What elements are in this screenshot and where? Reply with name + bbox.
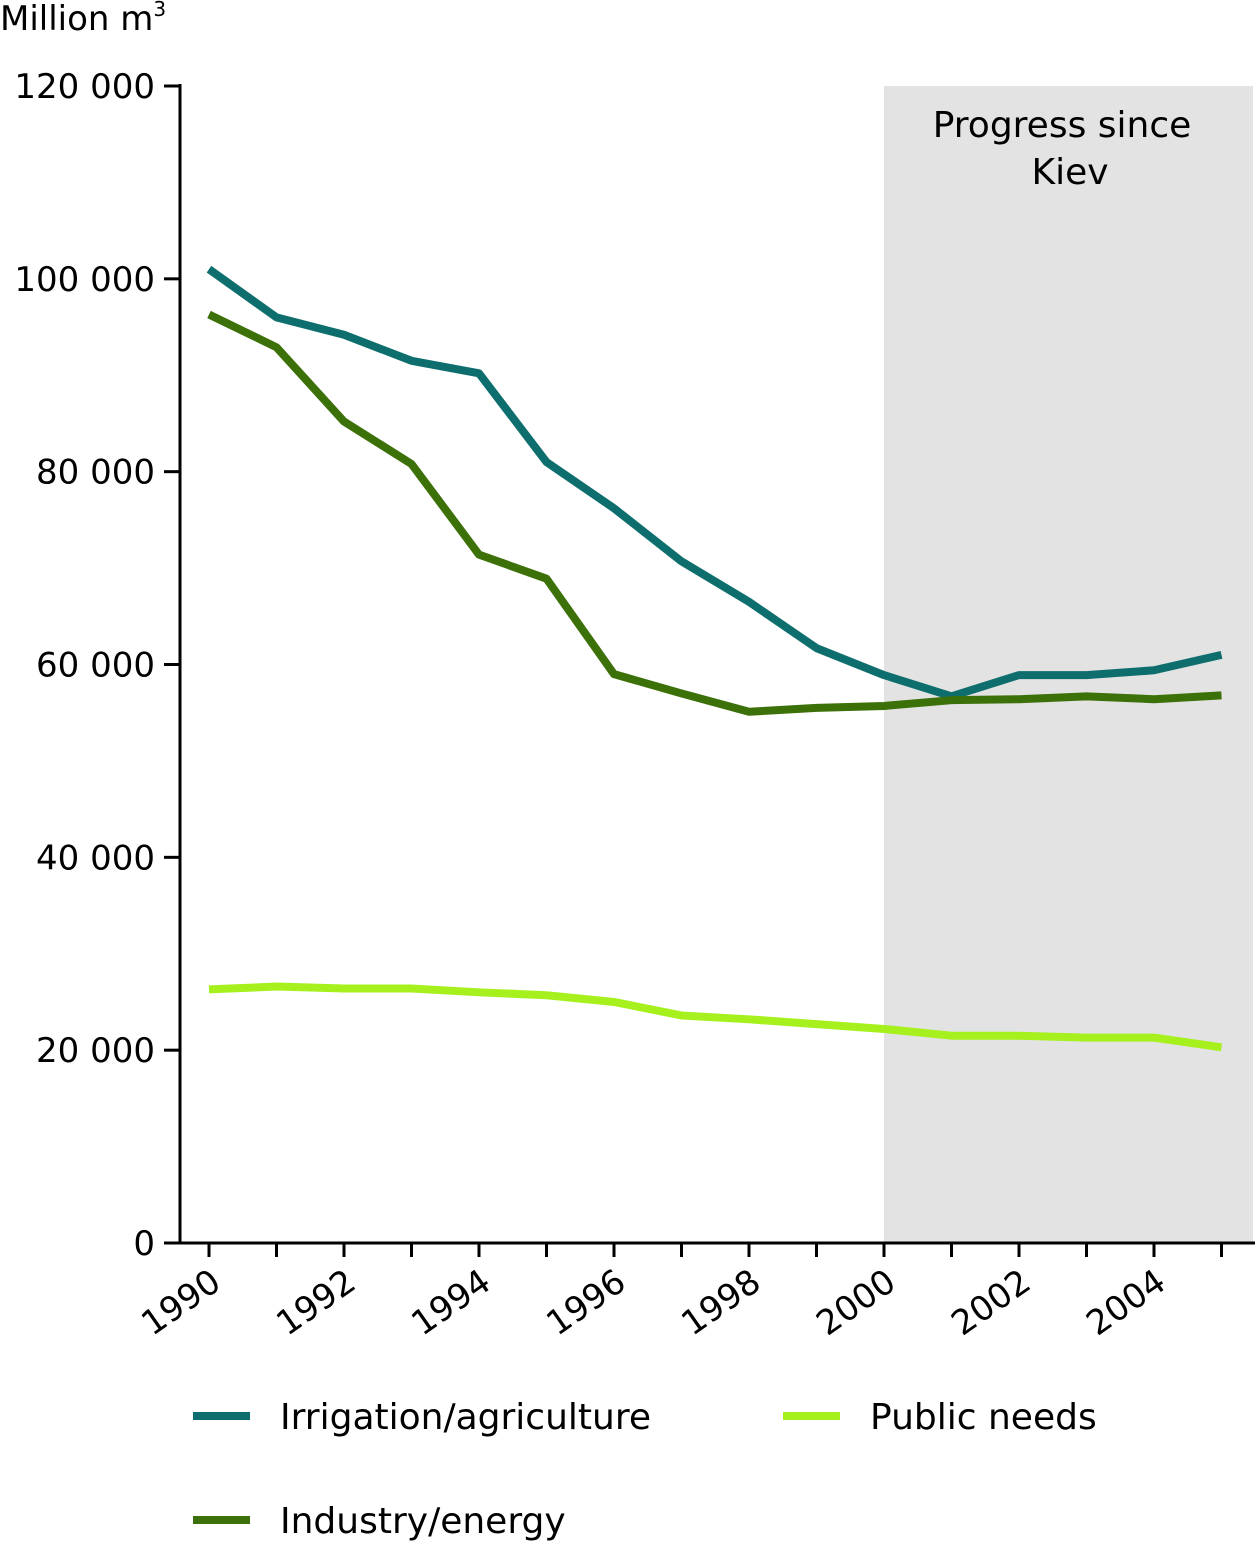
x-tick-label: 1992 (269, 1262, 363, 1344)
y-tick-label: 20 000 (36, 1031, 155, 1071)
x-tick-label: 2004 (1079, 1262, 1173, 1344)
highlight-label-line-1: Progress since (933, 105, 1192, 146)
legend-label: Irrigation/agriculture (280, 1397, 651, 1438)
x-tick-label: 2000 (809, 1262, 903, 1344)
x-tick-label: 1994 (404, 1262, 498, 1344)
legend: Irrigation/agriculture Public needs Indust… (193, 1397, 1097, 1541)
x-tick-label: 1998 (674, 1262, 768, 1344)
y-tick-label: 80 000 (36, 453, 155, 493)
y-axis-unit-label: Million m3 (0, 0, 166, 39)
series-line (207, 310, 1222, 716)
legend-label: Public needs (870, 1397, 1097, 1438)
y-tick-label: 100 000 (14, 260, 155, 300)
series-lines (206, 265, 1223, 1052)
highlight-label-line-2: Kiev (1031, 152, 1108, 193)
series-line (206, 265, 1223, 701)
progress-since-kiev-region (884, 86, 1253, 1243)
y-tick-label: 120 000 (14, 67, 155, 107)
y-tick-label: 40 000 (36, 838, 155, 878)
y-tick-label: 60 000 (36, 646, 155, 686)
y-axis-unit-superscript: 3 (153, 0, 166, 21)
y-tick-label: 0 (133, 1224, 155, 1264)
y-axis-unit-text: Million m (0, 0, 153, 39)
legend-label: Industry/energy (280, 1501, 566, 1541)
x-tick-label: 1990 (134, 1262, 228, 1344)
series-line (208, 982, 1223, 1052)
x-tick-label: 2002 (944, 1262, 1038, 1344)
x-tick-label: 1996 (539, 1262, 633, 1344)
